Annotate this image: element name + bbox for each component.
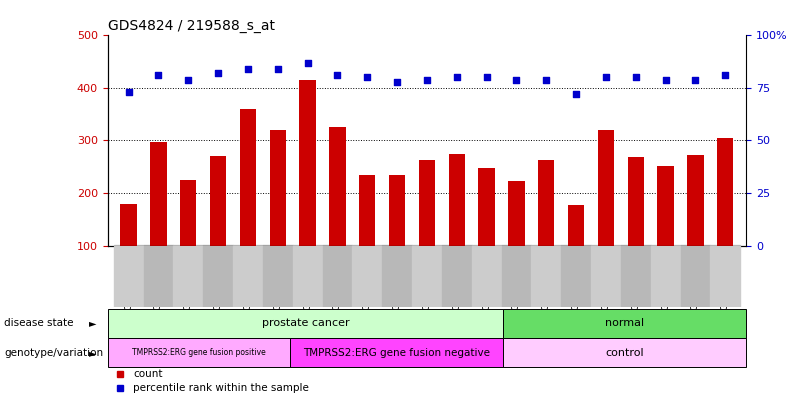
- Bar: [239, 109, 256, 246]
- Bar: [353, 246, 382, 307]
- Point: [719, 72, 732, 79]
- Text: percentile rank within the sample: percentile rank within the sample: [133, 383, 309, 393]
- Point: [659, 76, 672, 83]
- Text: count: count: [133, 369, 163, 379]
- Bar: [233, 246, 263, 307]
- Point: [271, 66, 284, 72]
- Point: [152, 72, 165, 79]
- Bar: [322, 246, 353, 307]
- Bar: [210, 156, 227, 246]
- Bar: [113, 246, 144, 307]
- Bar: [681, 246, 710, 307]
- Bar: [598, 130, 614, 246]
- Bar: [508, 182, 524, 246]
- Point: [331, 72, 344, 79]
- Bar: [627, 157, 644, 246]
- Point: [421, 76, 433, 83]
- Bar: [568, 205, 584, 246]
- Text: ►: ►: [89, 318, 97, 328]
- Bar: [501, 246, 531, 307]
- Text: normal: normal: [605, 318, 644, 328]
- Point: [630, 74, 642, 81]
- Bar: [478, 168, 495, 246]
- Bar: [389, 174, 405, 246]
- Point: [122, 89, 135, 95]
- Bar: [412, 246, 442, 307]
- Bar: [290, 338, 503, 367]
- Bar: [687, 155, 704, 246]
- Text: disease state: disease state: [4, 318, 73, 328]
- Point: [570, 91, 583, 97]
- Bar: [621, 246, 650, 307]
- Bar: [173, 246, 203, 307]
- Bar: [382, 246, 412, 307]
- Text: TMPRSS2:ERG gene fusion positive: TMPRSS2:ERG gene fusion positive: [132, 348, 266, 357]
- Bar: [299, 80, 316, 246]
- Bar: [108, 309, 503, 338]
- Bar: [150, 142, 167, 246]
- Bar: [591, 246, 621, 307]
- Bar: [293, 246, 322, 307]
- Bar: [263, 246, 293, 307]
- Text: control: control: [605, 348, 644, 358]
- Bar: [448, 154, 465, 246]
- Bar: [650, 246, 681, 307]
- Bar: [270, 130, 286, 246]
- Bar: [503, 338, 746, 367]
- Bar: [561, 246, 591, 307]
- Bar: [717, 138, 733, 246]
- Bar: [442, 246, 472, 307]
- Bar: [203, 246, 233, 307]
- Point: [689, 76, 701, 83]
- Bar: [503, 309, 746, 338]
- Bar: [108, 338, 290, 367]
- Point: [301, 60, 314, 66]
- Point: [480, 74, 493, 81]
- Bar: [120, 204, 136, 246]
- Bar: [538, 160, 555, 246]
- Bar: [531, 246, 561, 307]
- Point: [391, 79, 404, 85]
- Point: [450, 74, 463, 81]
- Bar: [180, 180, 196, 246]
- Text: GDS4824 / 219588_s_at: GDS4824 / 219588_s_at: [108, 19, 275, 33]
- Point: [540, 76, 553, 83]
- Bar: [472, 246, 501, 307]
- Text: ►: ►: [89, 348, 97, 358]
- Point: [211, 70, 224, 76]
- Point: [182, 76, 195, 83]
- Bar: [330, 127, 346, 246]
- Bar: [710, 246, 741, 307]
- Bar: [144, 246, 173, 307]
- Point: [242, 66, 255, 72]
- Text: genotype/variation: genotype/variation: [4, 348, 103, 358]
- Bar: [658, 166, 674, 246]
- Bar: [359, 174, 376, 246]
- Bar: [419, 160, 435, 246]
- Text: TMPRSS2:ERG gene fusion negative: TMPRSS2:ERG gene fusion negative: [303, 348, 490, 358]
- Text: prostate cancer: prostate cancer: [262, 318, 350, 328]
- Point: [510, 76, 523, 83]
- Point: [361, 74, 373, 81]
- Point: [599, 74, 612, 81]
